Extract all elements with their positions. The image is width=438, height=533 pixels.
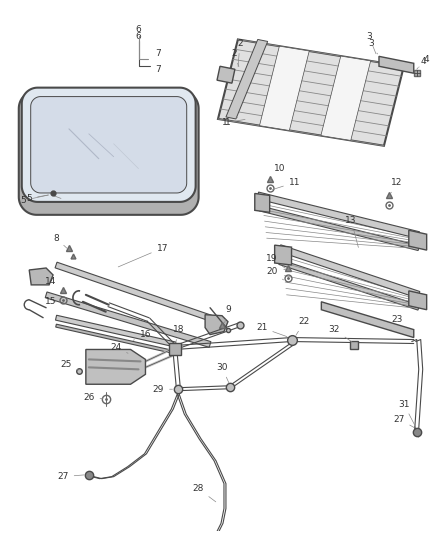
Text: 27: 27 xyxy=(393,415,414,427)
Polygon shape xyxy=(45,292,211,348)
Text: 4: 4 xyxy=(417,57,427,69)
Polygon shape xyxy=(56,324,176,354)
Text: 29: 29 xyxy=(153,385,173,394)
Text: 18: 18 xyxy=(173,325,184,343)
Text: 9: 9 xyxy=(225,305,231,323)
Polygon shape xyxy=(255,193,270,212)
Polygon shape xyxy=(321,302,414,337)
Polygon shape xyxy=(31,96,187,193)
Polygon shape xyxy=(217,66,235,83)
Text: 30: 30 xyxy=(216,363,229,383)
Polygon shape xyxy=(257,192,420,239)
Text: 1: 1 xyxy=(222,118,245,127)
Text: 21: 21 xyxy=(256,323,287,337)
Text: 10: 10 xyxy=(272,164,286,179)
Text: 13: 13 xyxy=(346,216,358,247)
Text: 5: 5 xyxy=(26,194,48,203)
Text: 7: 7 xyxy=(155,49,161,58)
Text: 23: 23 xyxy=(391,315,403,329)
Text: 24: 24 xyxy=(110,343,128,353)
Text: 6: 6 xyxy=(136,25,141,34)
Text: 5: 5 xyxy=(21,195,48,205)
Polygon shape xyxy=(321,56,371,140)
Text: 12: 12 xyxy=(390,178,403,194)
Polygon shape xyxy=(56,315,176,347)
Polygon shape xyxy=(259,206,419,251)
Polygon shape xyxy=(86,350,145,384)
Polygon shape xyxy=(205,314,228,335)
Polygon shape xyxy=(379,56,414,73)
Polygon shape xyxy=(279,245,420,298)
Text: 3: 3 xyxy=(368,39,378,54)
Text: 16: 16 xyxy=(133,330,151,341)
Text: 15: 15 xyxy=(45,297,57,306)
Text: 27: 27 xyxy=(57,472,84,481)
Text: 32: 32 xyxy=(328,325,352,342)
Text: 25: 25 xyxy=(60,360,78,370)
Text: 28: 28 xyxy=(192,484,216,502)
Text: 14: 14 xyxy=(46,277,63,292)
Text: 8: 8 xyxy=(53,233,67,248)
Polygon shape xyxy=(55,262,216,322)
Text: 22: 22 xyxy=(296,317,310,335)
Polygon shape xyxy=(22,87,196,202)
Polygon shape xyxy=(259,46,309,131)
Polygon shape xyxy=(218,39,404,146)
Text: 4: 4 xyxy=(419,55,430,67)
Text: 17: 17 xyxy=(118,244,168,267)
Text: 19: 19 xyxy=(266,254,285,268)
Text: 26: 26 xyxy=(83,393,103,402)
Text: 2: 2 xyxy=(237,39,243,67)
Polygon shape xyxy=(275,245,292,265)
Text: 6: 6 xyxy=(136,32,141,41)
Polygon shape xyxy=(409,291,427,310)
Text: 20: 20 xyxy=(266,268,283,280)
Text: 3: 3 xyxy=(366,32,376,54)
Text: 7: 7 xyxy=(155,64,161,74)
Text: 2: 2 xyxy=(231,49,239,67)
Polygon shape xyxy=(409,230,427,250)
Text: 1: 1 xyxy=(225,117,237,127)
Polygon shape xyxy=(19,91,198,215)
Text: 31: 31 xyxy=(398,400,416,426)
Polygon shape xyxy=(279,260,420,310)
Polygon shape xyxy=(29,268,53,285)
Text: 11: 11 xyxy=(272,178,300,190)
Polygon shape xyxy=(226,39,268,119)
